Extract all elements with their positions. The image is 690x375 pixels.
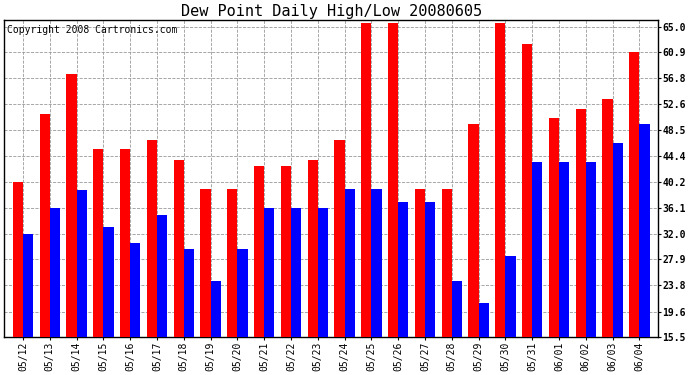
Bar [12, 182, 23, 375]
Bar [469, 124, 479, 375]
Bar [640, 124, 649, 375]
Bar [575, 110, 586, 375]
Bar [50, 208, 60, 375]
Bar [66, 74, 77, 375]
Bar [254, 166, 264, 375]
Bar [532, 162, 542, 375]
Bar [479, 303, 489, 375]
Bar [495, 24, 505, 375]
Bar [371, 189, 382, 375]
Bar [281, 166, 291, 375]
Bar [130, 243, 140, 375]
Bar [452, 281, 462, 375]
Bar [104, 228, 114, 375]
Bar [505, 256, 515, 375]
Text: Copyright 2008 Cartronics.com: Copyright 2008 Cartronics.com [8, 25, 178, 35]
Bar [415, 189, 425, 375]
Bar [629, 53, 640, 375]
Bar [586, 162, 596, 375]
Bar [157, 215, 167, 375]
Bar [318, 208, 328, 375]
Bar [291, 208, 301, 375]
Bar [361, 24, 371, 375]
Bar [237, 249, 248, 375]
Bar [522, 44, 532, 375]
Bar [388, 24, 398, 375]
Bar [425, 202, 435, 375]
Bar [147, 140, 157, 375]
Bar [549, 118, 559, 375]
Title: Dew Point Daily High/Low 20080605: Dew Point Daily High/Low 20080605 [181, 4, 482, 19]
Bar [174, 160, 184, 375]
Bar [227, 189, 237, 375]
Bar [93, 149, 104, 375]
Bar [602, 99, 613, 375]
Bar [77, 190, 87, 375]
Bar [264, 208, 275, 375]
Bar [613, 143, 623, 375]
Bar [120, 149, 130, 375]
Bar [200, 189, 210, 375]
Bar [442, 189, 452, 375]
Bar [344, 189, 355, 375]
Bar [559, 162, 569, 375]
Bar [39, 114, 50, 375]
Bar [184, 249, 194, 375]
Bar [210, 281, 221, 375]
Bar [398, 202, 408, 375]
Bar [308, 160, 318, 375]
Bar [335, 140, 344, 375]
Bar [23, 234, 33, 375]
